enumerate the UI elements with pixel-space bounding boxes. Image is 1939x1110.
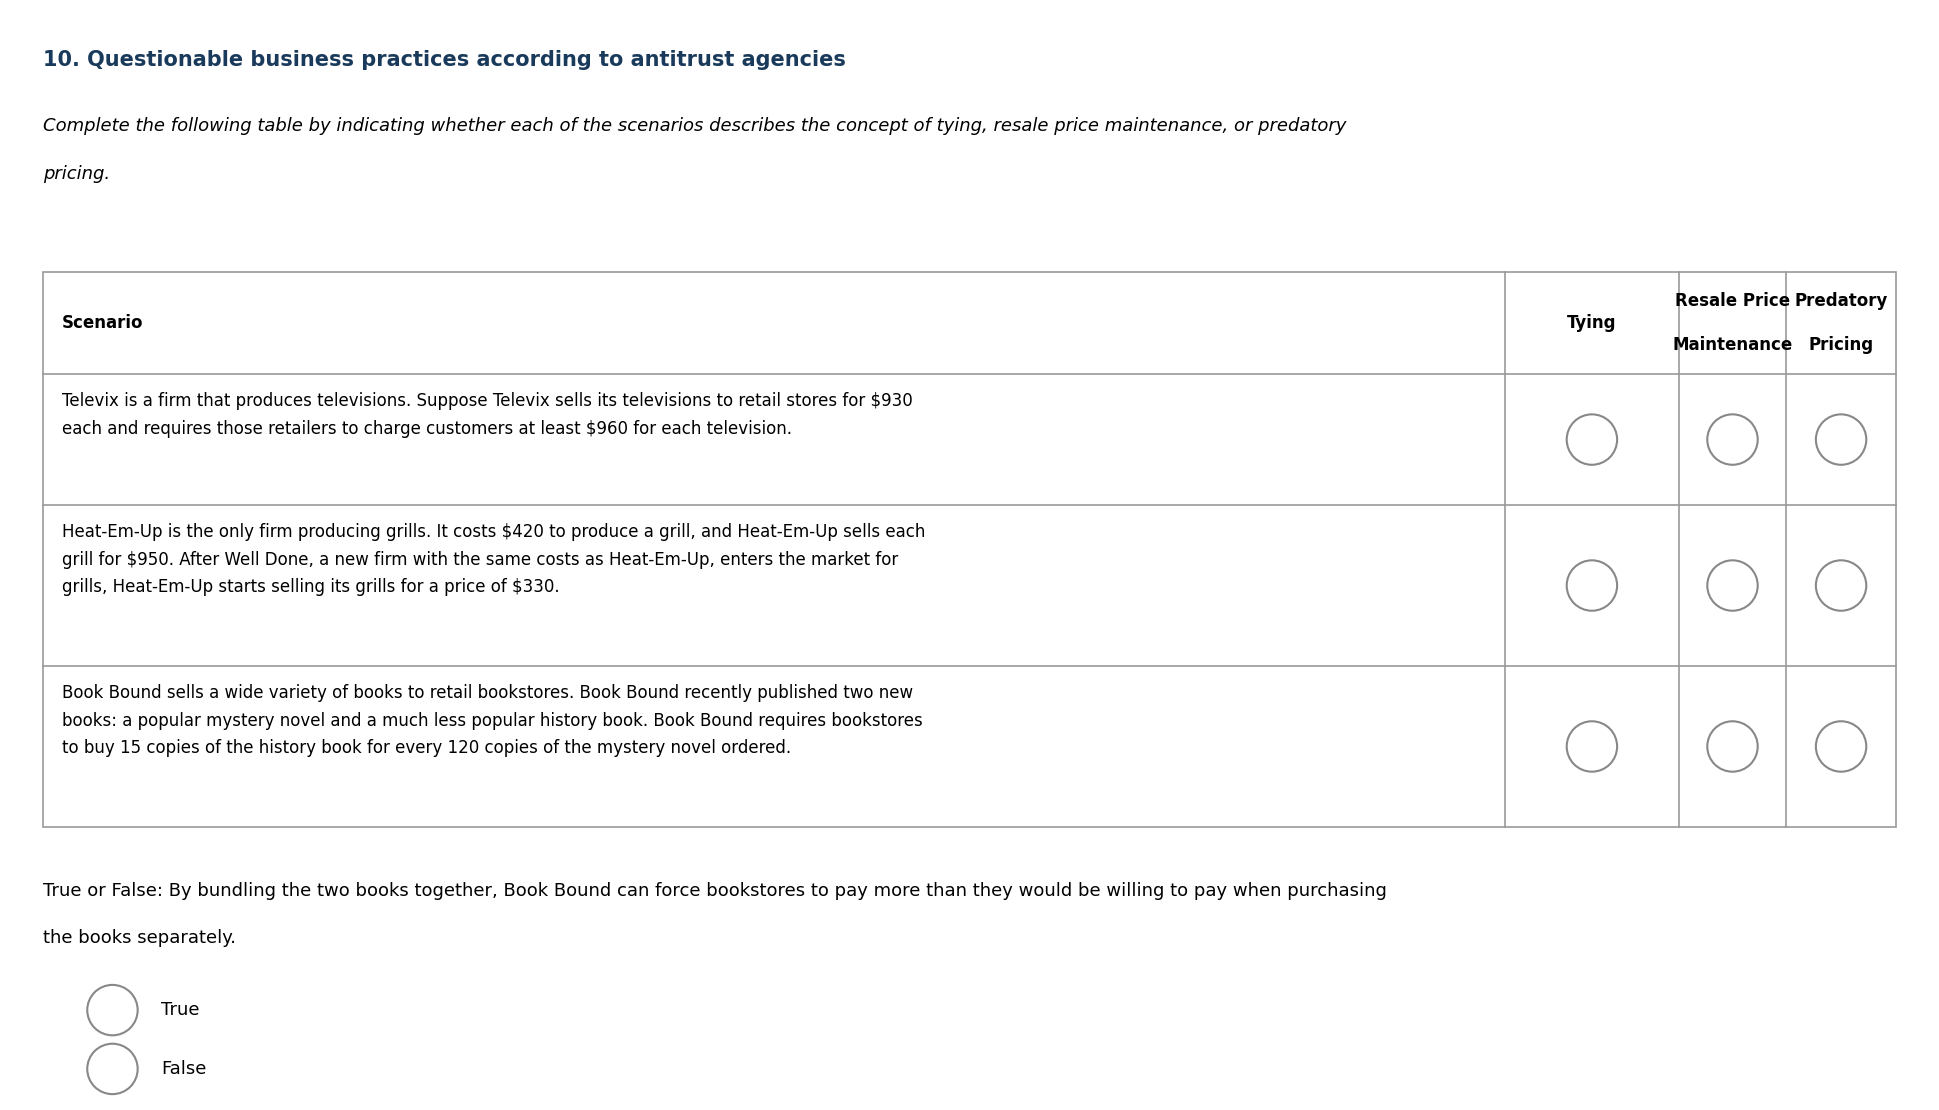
Text: Pricing: Pricing (1809, 336, 1873, 354)
Text: Tying: Tying (1567, 314, 1617, 332)
Text: True: True (161, 1001, 200, 1019)
Text: Resale Price: Resale Price (1675, 292, 1790, 310)
Text: Predatory: Predatory (1794, 292, 1889, 310)
Bar (43, 272, 1896, 827)
Text: True or False: By bundling the two books together, Book Bound can force bookstor: True or False: By bundling the two books… (43, 882, 1386, 900)
Text: Heat-Em-Up is the only firm producing grills. It costs $420 to produce a grill, : Heat-Em-Up is the only firm producing gr… (62, 523, 925, 596)
Text: Scenario: Scenario (62, 314, 143, 332)
Text: Televix is a firm that produces televisions. Suppose Televix sells its televisio: Televix is a firm that produces televisi… (62, 392, 913, 437)
Text: Maintenance: Maintenance (1671, 336, 1794, 354)
Text: pricing.: pricing. (43, 165, 111, 183)
Text: Complete the following table by indicating whether each of the scenarios describ: Complete the following table by indicati… (43, 117, 1346, 134)
Text: 10. Questionable business practices according to antitrust agencies: 10. Questionable business practices acco… (43, 50, 845, 70)
Text: the books separately.: the books separately. (43, 929, 237, 947)
Text: Book Bound sells a wide variety of books to retail bookstores. Book Bound recent: Book Bound sells a wide variety of books… (62, 684, 923, 757)
Text: False: False (161, 1060, 206, 1078)
